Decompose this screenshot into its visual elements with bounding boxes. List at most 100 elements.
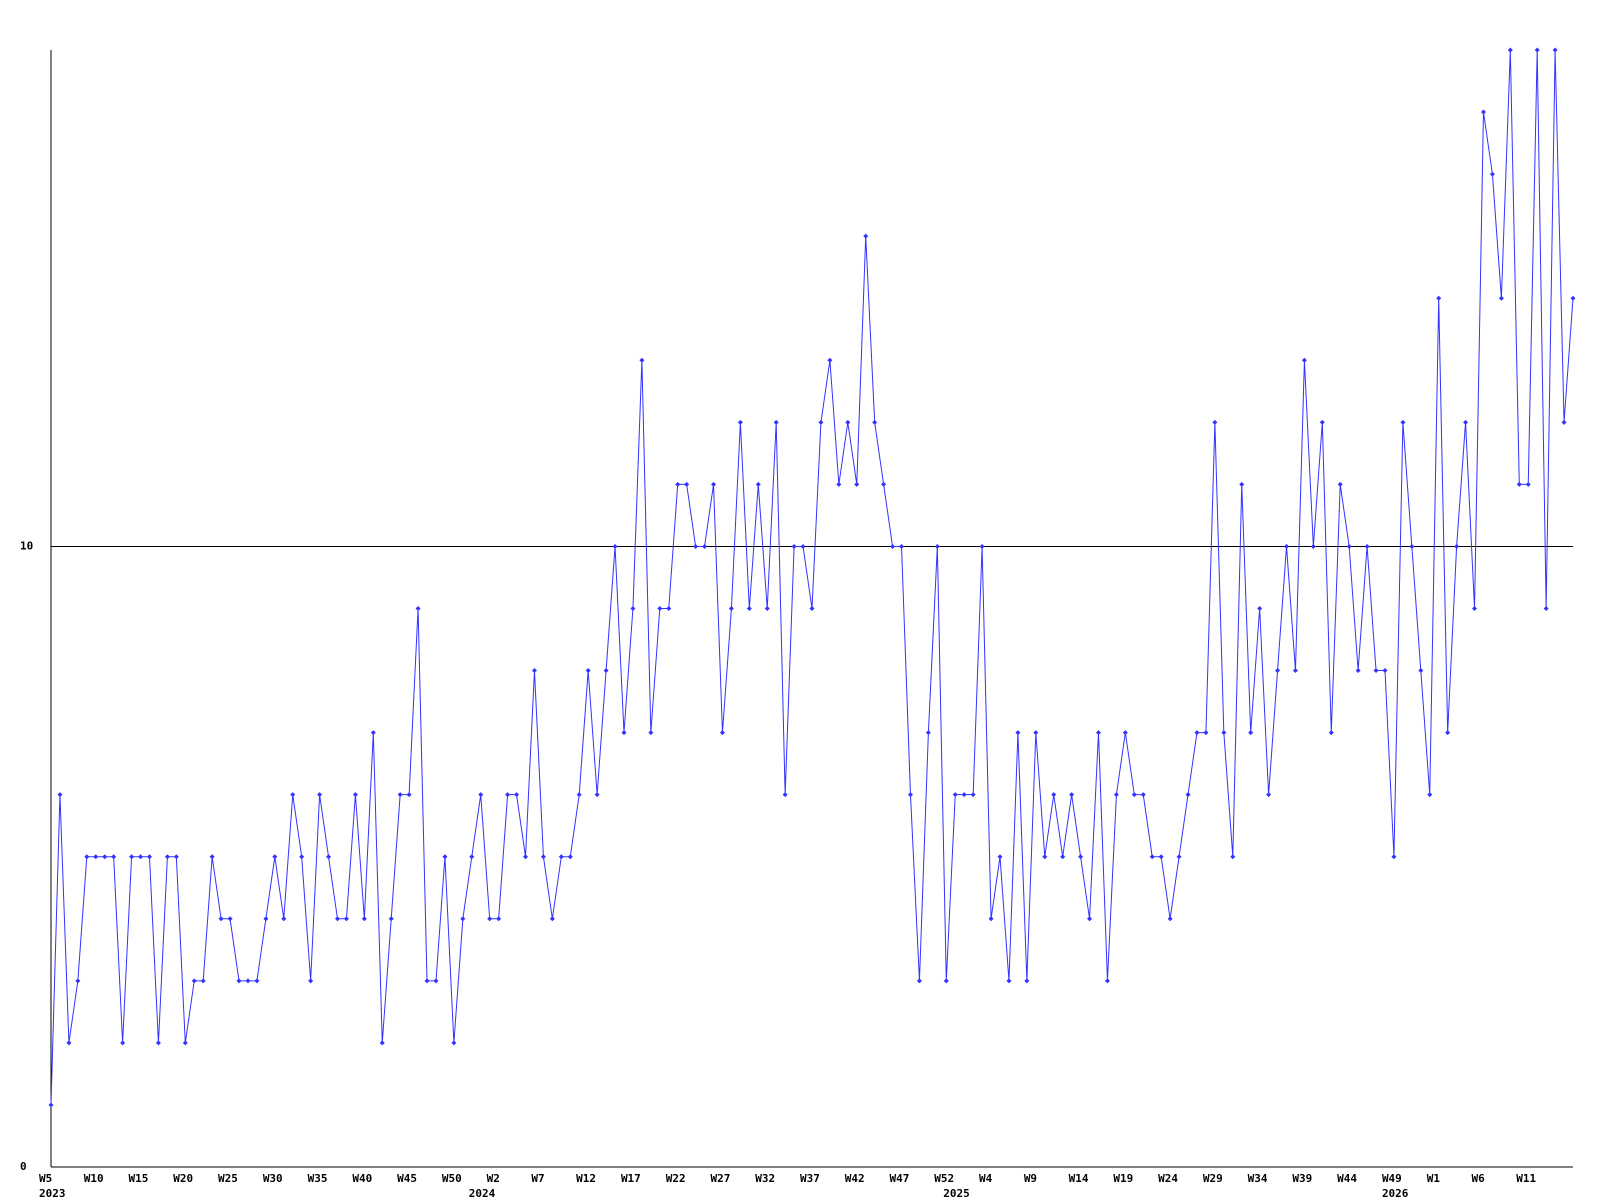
x-tick-label: W30 — [263, 1172, 283, 1185]
data-point — [746, 606, 752, 611]
data-point — [1319, 419, 1325, 425]
data-point — [890, 543, 896, 549]
data-line — [50, 49, 1574, 1105]
data-point — [218, 916, 224, 922]
data-point — [1436, 295, 1442, 301]
data-point — [684, 481, 690, 487]
data-point — [863, 233, 869, 239]
data-point — [612, 543, 618, 549]
year-label: 2026 — [1382, 1187, 1409, 1200]
data-point — [469, 854, 475, 860]
data-point — [934, 543, 940, 549]
data-point — [773, 419, 779, 425]
data-point — [523, 854, 529, 860]
data-point — [827, 357, 833, 363]
x-tick-label: W50 — [442, 1172, 462, 1185]
x-tick-label: W14 — [1069, 1172, 1089, 1185]
data-point — [657, 606, 663, 611]
y-tick-label: 10 — [20, 539, 33, 552]
x-tick-label: W20 — [173, 1172, 193, 1185]
data-point — [236, 978, 242, 984]
x-tick-label: W40 — [352, 1172, 372, 1185]
data-point — [818, 419, 824, 425]
data-point — [173, 854, 179, 860]
data-point — [907, 792, 913, 798]
data-point — [549, 916, 555, 922]
data-point — [514, 792, 520, 798]
data-point — [1113, 792, 1119, 798]
data-point — [290, 792, 296, 798]
data-point — [1051, 792, 1057, 798]
data-point — [1525, 481, 1531, 487]
data-point — [388, 916, 394, 922]
data-point — [263, 916, 269, 922]
x-tick-label: W52 — [934, 1172, 954, 1185]
data-point — [1167, 916, 1173, 922]
data-point — [478, 792, 484, 798]
data-point — [138, 854, 144, 860]
data-point — [1409, 543, 1415, 549]
data-point — [1104, 978, 1110, 984]
data-point — [505, 792, 511, 798]
data-point — [1122, 730, 1128, 736]
data-point — [881, 481, 887, 487]
data-point — [442, 854, 448, 860]
x-tick-label: W27 — [710, 1172, 730, 1185]
data-point — [120, 1040, 126, 1046]
data-point — [916, 978, 922, 984]
x-tick-label: W11 — [1516, 1172, 1536, 1185]
data-point — [281, 916, 287, 922]
data-point — [872, 419, 878, 425]
data-point — [1400, 419, 1406, 425]
data-point — [1078, 854, 1084, 860]
data-point — [728, 606, 734, 611]
year-label: 2025 — [943, 1187, 970, 1200]
data-point — [227, 916, 233, 922]
data-point — [1140, 792, 1146, 798]
x-tick-label: W5 — [39, 1172, 52, 1185]
x-tick-label: W47 — [890, 1172, 910, 1185]
x-tick-label: W1 — [1427, 1172, 1441, 1185]
year-label: 2024 — [469, 1187, 496, 1200]
x-tick-label: W37 — [800, 1172, 820, 1185]
data-point — [1489, 171, 1495, 177]
data-point — [1570, 295, 1576, 301]
data-point — [370, 730, 376, 736]
x-tick-label: W12 — [576, 1172, 596, 1185]
x-tick-label: W34 — [1248, 1172, 1268, 1185]
data-point — [1364, 543, 1370, 549]
data-point — [899, 543, 905, 549]
data-point — [1382, 668, 1388, 674]
data-point — [1042, 854, 1048, 860]
data-point — [702, 543, 708, 549]
x-tick-label: W7 — [531, 1172, 544, 1185]
data-point — [1507, 47, 1513, 53]
data-point — [621, 730, 627, 736]
data-point — [1472, 606, 1478, 611]
data-point — [1266, 792, 1272, 798]
data-point — [1060, 854, 1066, 860]
data-point — [1301, 357, 1307, 363]
data-point — [1024, 978, 1030, 984]
data-point — [1006, 978, 1012, 984]
data-point — [66, 1040, 72, 1046]
data-point — [1373, 668, 1379, 674]
data-point — [299, 854, 305, 860]
data-point — [809, 606, 815, 611]
data-point — [1445, 730, 1451, 736]
data-point — [648, 730, 654, 736]
data-point — [84, 854, 90, 860]
x-tick-label: W44 — [1337, 1172, 1357, 1185]
data-point — [639, 357, 645, 363]
data-point — [1149, 854, 1155, 860]
data-point — [361, 916, 367, 922]
data-point — [317, 792, 323, 798]
data-point — [943, 978, 949, 984]
data-point — [1391, 854, 1397, 860]
data-point — [1543, 606, 1549, 611]
data-point — [93, 854, 99, 860]
x-tick-label: W24 — [1158, 1172, 1178, 1185]
data-point — [57, 792, 63, 798]
data-point — [343, 916, 349, 922]
